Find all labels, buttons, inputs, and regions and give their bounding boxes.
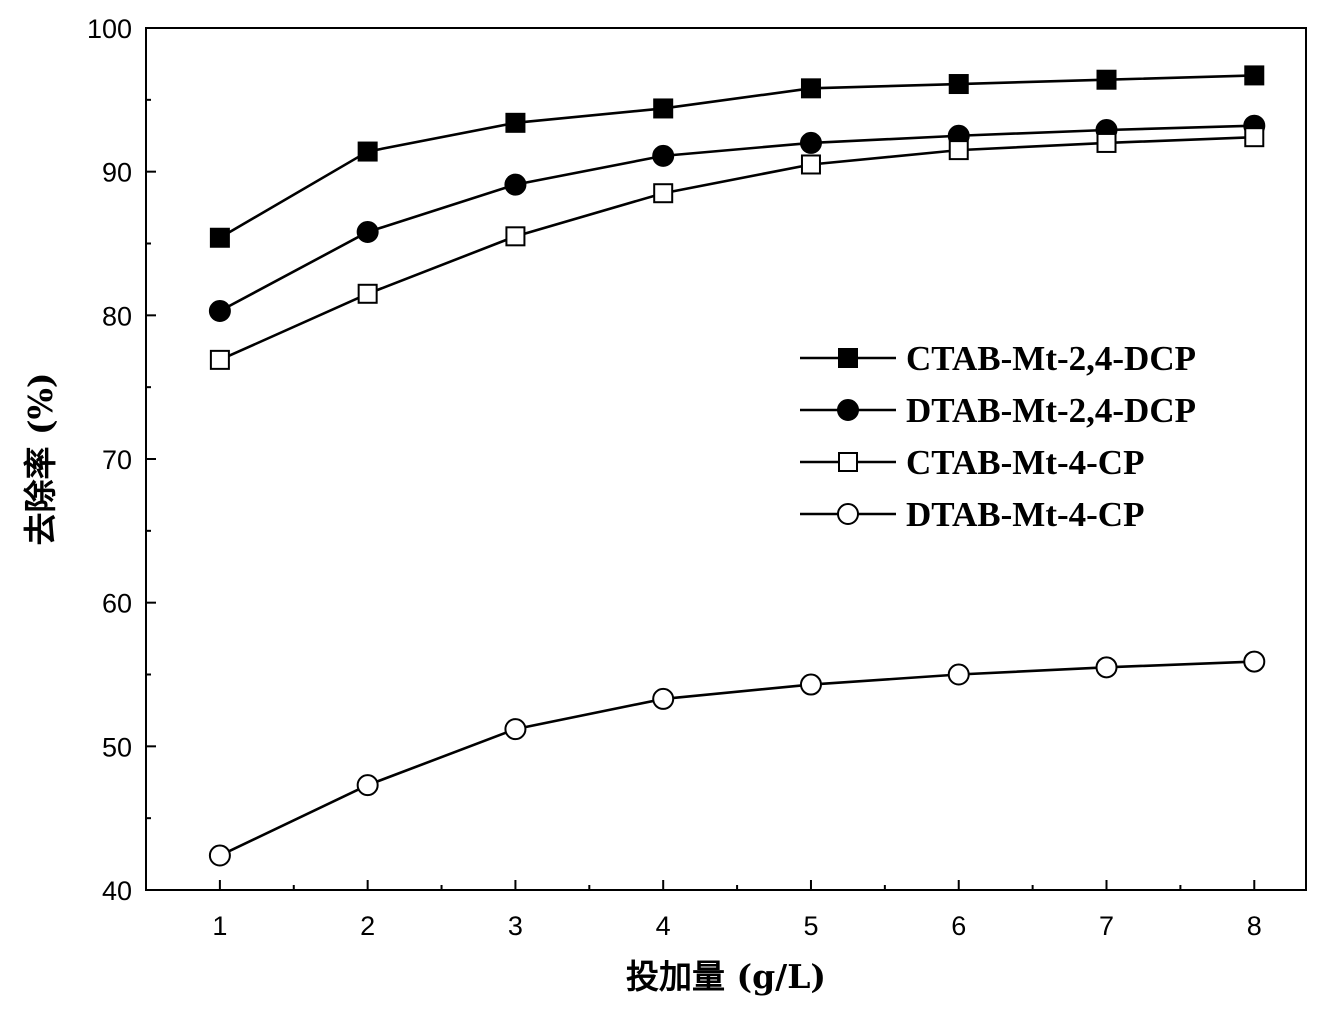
data-point <box>652 144 675 167</box>
series-line <box>219 135 1255 362</box>
data-point <box>357 141 378 162</box>
legend-marker <box>837 399 859 421</box>
y-tick-label: 40 <box>102 876 132 906</box>
legend-label: DTAB-Mt-2,4-DCP <box>906 391 1196 430</box>
y-tick-label: 50 <box>102 732 132 762</box>
data-point <box>948 140 969 161</box>
y-tick-label: 100 <box>87 14 132 44</box>
data-point <box>799 673 822 696</box>
data-point <box>1096 69 1117 90</box>
legend: CTAB-Mt-2,4-DCP DTAB-Mt-2,4-DCP CTAB-Mt-4-… <box>800 339 1196 534</box>
data-point <box>652 687 675 710</box>
data-point <box>208 844 231 867</box>
series-line <box>219 660 1255 857</box>
series-line <box>219 124 1255 313</box>
data-point <box>1244 65 1265 86</box>
data-point <box>947 663 970 686</box>
data-point <box>1243 650 1266 673</box>
data-point <box>505 112 526 133</box>
x-tick-label: 3 <box>508 911 523 941</box>
data-point <box>505 226 526 247</box>
data-point <box>504 173 527 196</box>
legend-marker <box>838 348 858 368</box>
y-tick-label: 80 <box>102 301 132 331</box>
data-point <box>948 74 969 95</box>
data-point <box>1244 127 1265 148</box>
x-tick-label: 6 <box>951 911 966 941</box>
x-tick-label: 7 <box>1099 911 1114 941</box>
y-tick-label: 60 <box>102 589 132 619</box>
y-axis-title: 去除率 (%) <box>21 372 60 545</box>
x-axis-title: 投加量 (g/L) <box>626 957 826 996</box>
legend-label: CTAB-Mt-2,4-DCP <box>906 339 1196 378</box>
data-point <box>356 221 379 244</box>
data-point <box>504 718 527 741</box>
x-tick-label: 4 <box>656 911 671 941</box>
data-point <box>1095 656 1118 679</box>
x-tick-label: 1 <box>212 911 227 941</box>
data-point <box>208 300 231 323</box>
x-tick-label: 8 <box>1247 911 1262 941</box>
series-line <box>219 74 1255 239</box>
plot-area <box>208 65 1266 867</box>
data-point <box>209 227 230 248</box>
legend-marker <box>838 452 858 472</box>
y-tick-label: 90 <box>102 158 132 188</box>
legend-label: DTAB-Mt-4-CP <box>906 495 1144 534</box>
legend-marker <box>837 503 859 525</box>
data-point <box>209 349 230 370</box>
data-point <box>653 98 674 119</box>
legend-label: CTAB-Mt-4-CP <box>906 443 1144 482</box>
x-tick-label: 5 <box>803 911 818 941</box>
data-point <box>1096 132 1117 153</box>
data-point <box>357 283 378 304</box>
axes: 1 2 3 4 5 6 7 8 40 50 60 70 80 90 100 <box>87 14 1307 941</box>
x-tick-label: 2 <box>360 911 375 941</box>
data-point <box>800 154 821 175</box>
data-point <box>799 131 822 154</box>
data-point <box>356 774 379 797</box>
data-point <box>800 78 821 99</box>
y-tick-label: 70 <box>102 445 132 475</box>
data-point <box>653 183 674 204</box>
